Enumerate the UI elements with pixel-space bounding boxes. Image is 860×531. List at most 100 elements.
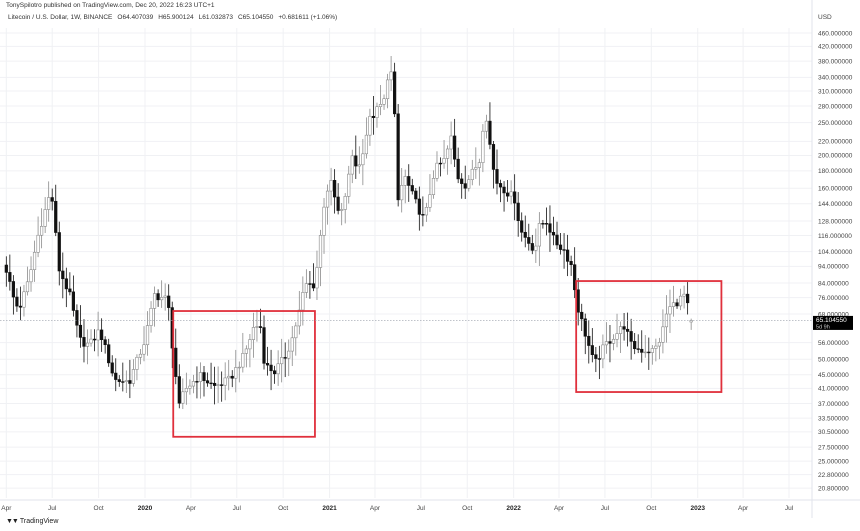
candle-body (64, 278, 68, 290)
candle (301, 276, 305, 326)
candle-body (435, 162, 439, 179)
candle (611, 334, 616, 351)
candle-body (18, 305, 23, 308)
candle-body (43, 209, 47, 227)
candle-body (513, 191, 517, 204)
candle (407, 164, 411, 202)
candle (530, 234, 534, 255)
candle-body (453, 135, 457, 160)
candle-body (583, 318, 587, 337)
candle-body (333, 180, 337, 198)
candle (251, 312, 256, 358)
candle-body (520, 220, 524, 233)
x-tick-label: Oct (278, 505, 288, 512)
candle (135, 354, 139, 381)
candle-body (611, 338, 616, 344)
candle-body (209, 382, 213, 385)
candle-body (188, 385, 192, 389)
y-tick-label: 116.000000 (818, 233, 852, 240)
candle-body (156, 293, 160, 301)
candle-body (414, 190, 418, 200)
candle-body (541, 223, 545, 225)
annotation-rectangle[interactable] (172, 310, 316, 438)
candle (8, 254, 12, 291)
candle (195, 366, 199, 399)
candle (71, 275, 75, 317)
tradingview-logo-text: TradingView (19, 518, 59, 525)
candle-body (456, 158, 460, 180)
candle-body (668, 306, 672, 315)
candle (4, 256, 8, 287)
candle-body (315, 267, 319, 289)
candle-body (650, 348, 654, 353)
candle-body (251, 327, 256, 340)
x-tick-label: Apr (186, 505, 197, 512)
candle-body (36, 234, 40, 253)
candle-body (11, 281, 15, 298)
symbol-name[interactable]: Litecoin / U.S. Dollar, 1W, BINANCE (8, 14, 113, 21)
candle-body (385, 79, 390, 99)
candle (22, 284, 26, 317)
candle (114, 358, 118, 392)
candle (262, 315, 266, 370)
candle-body (566, 249, 570, 262)
candle-body (403, 176, 407, 186)
candle (544, 207, 549, 236)
candle (403, 169, 407, 204)
currency-label: USD (818, 14, 832, 21)
candle-body (647, 351, 651, 354)
candle (131, 359, 136, 387)
candle-body (495, 169, 499, 184)
candle-body (198, 372, 203, 382)
candle (230, 370, 234, 388)
candle-body (343, 196, 347, 210)
y-tick-label: 76.000000 (818, 295, 849, 302)
candle (573, 247, 577, 299)
y-tick-label: 310.000000 (818, 88, 853, 95)
candle (382, 94, 386, 110)
candle-body (671, 302, 676, 307)
candle-body (364, 134, 368, 155)
candle-body (407, 176, 411, 186)
candle-body (135, 356, 139, 370)
candle (149, 301, 153, 333)
candle (445, 145, 450, 175)
y-tick-label: 94.000000 (818, 264, 849, 271)
tradingview-logo[interactable]: ▼▼ TradingView (6, 518, 58, 525)
x-tick-label: Jul (233, 505, 242, 512)
candle (280, 338, 284, 383)
candle (682, 285, 686, 309)
candle-body (608, 341, 612, 344)
candle (551, 216, 556, 246)
annotation-rectangle[interactable] (575, 280, 723, 393)
candle (470, 159, 474, 186)
candle (156, 289, 160, 307)
candle-body (534, 245, 538, 251)
candle (421, 196, 425, 227)
y-tick-label: 220.000000 (818, 139, 853, 146)
current-price-badge (813, 315, 853, 330)
candle (678, 288, 683, 311)
candle-body (22, 291, 26, 308)
candle-body (569, 261, 573, 266)
candle (110, 355, 114, 377)
candle-body (530, 243, 534, 251)
candle (40, 208, 44, 249)
candle-body (244, 348, 248, 354)
x-tick-label: Jul (785, 505, 794, 512)
candle-body (290, 337, 294, 352)
candle (375, 102, 379, 128)
candle (534, 228, 538, 263)
candle-body (142, 344, 146, 355)
candle-body (428, 194, 432, 208)
candle-body (618, 326, 623, 334)
candle (142, 326, 146, 362)
candle (47, 181, 51, 222)
candle-body (587, 335, 591, 346)
x-tick-label: Oct (646, 505, 656, 512)
candle-body (678, 295, 683, 307)
candle (322, 198, 326, 254)
candle (68, 272, 72, 296)
candle (174, 328, 178, 385)
